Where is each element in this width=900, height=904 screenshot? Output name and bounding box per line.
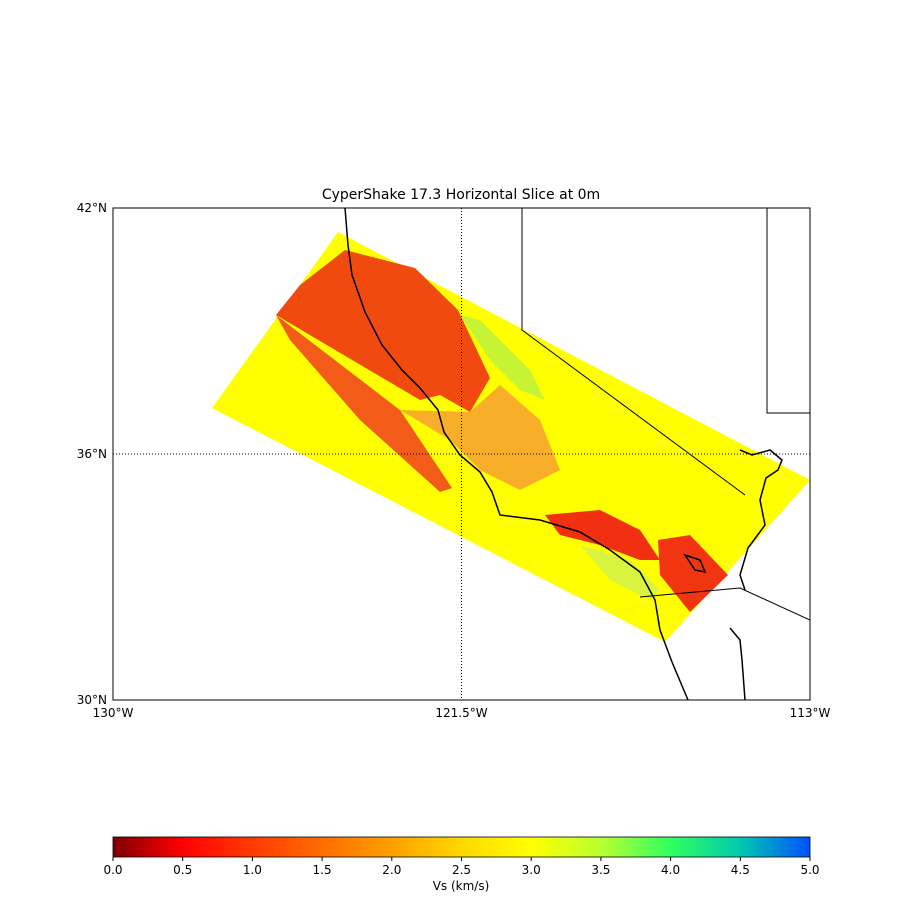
colorbar bbox=[112, 836, 811, 858]
velocity-slice bbox=[212, 208, 810, 700]
colorbar-tick-label: 4.0 bbox=[661, 863, 680, 877]
y-tick-label: 36°N bbox=[77, 447, 107, 461]
colorbar-tick-label: 2.5 bbox=[452, 863, 471, 877]
country-border bbox=[639, 587, 810, 621]
slice-zone bbox=[276, 315, 452, 492]
map-title: CyperShake 17.3 Horizontal Slice at 0m bbox=[322, 187, 600, 203]
x-tick-label: 130°W bbox=[93, 706, 134, 720]
colorbar-tick-label: 2.0 bbox=[382, 863, 401, 877]
colorbar-tick-label: 3.5 bbox=[591, 863, 610, 877]
coastline bbox=[344, 208, 689, 700]
colorbar-tick-label: 5.0 bbox=[800, 863, 819, 877]
slice-zone bbox=[276, 250, 490, 412]
map-frame bbox=[112, 207, 811, 701]
lake bbox=[683, 553, 707, 574]
state-border bbox=[766, 208, 810, 414]
slice-zone bbox=[460, 315, 545, 400]
y-tick-label: 42°N bbox=[77, 201, 107, 215]
colorbar-tick-label: 3.0 bbox=[522, 863, 541, 877]
x-tick-label: 121.5°W bbox=[435, 706, 487, 720]
colorbar-label: Vs (km/s) bbox=[433, 879, 490, 893]
coastline bbox=[729, 627, 746, 700]
colorbar-tick-label: 0.0 bbox=[103, 863, 122, 877]
colorbar-tick-label: 1.5 bbox=[313, 863, 332, 877]
colorbar-tick-label: 0.5 bbox=[173, 863, 192, 877]
state-border bbox=[521, 208, 746, 496]
slice-zone bbox=[400, 385, 560, 490]
colorbar-tick-label: 4.5 bbox=[731, 863, 750, 877]
colorbar-tick-label: 1.0 bbox=[243, 863, 262, 877]
y-tick-label: 30°N bbox=[77, 693, 107, 707]
x-tick-label: 113°W bbox=[790, 706, 831, 720]
slice-zone bbox=[545, 510, 660, 560]
slice-zone bbox=[580, 545, 660, 600]
river bbox=[739, 449, 783, 591]
slice-zone bbox=[658, 535, 728, 612]
graticule bbox=[113, 208, 810, 700]
